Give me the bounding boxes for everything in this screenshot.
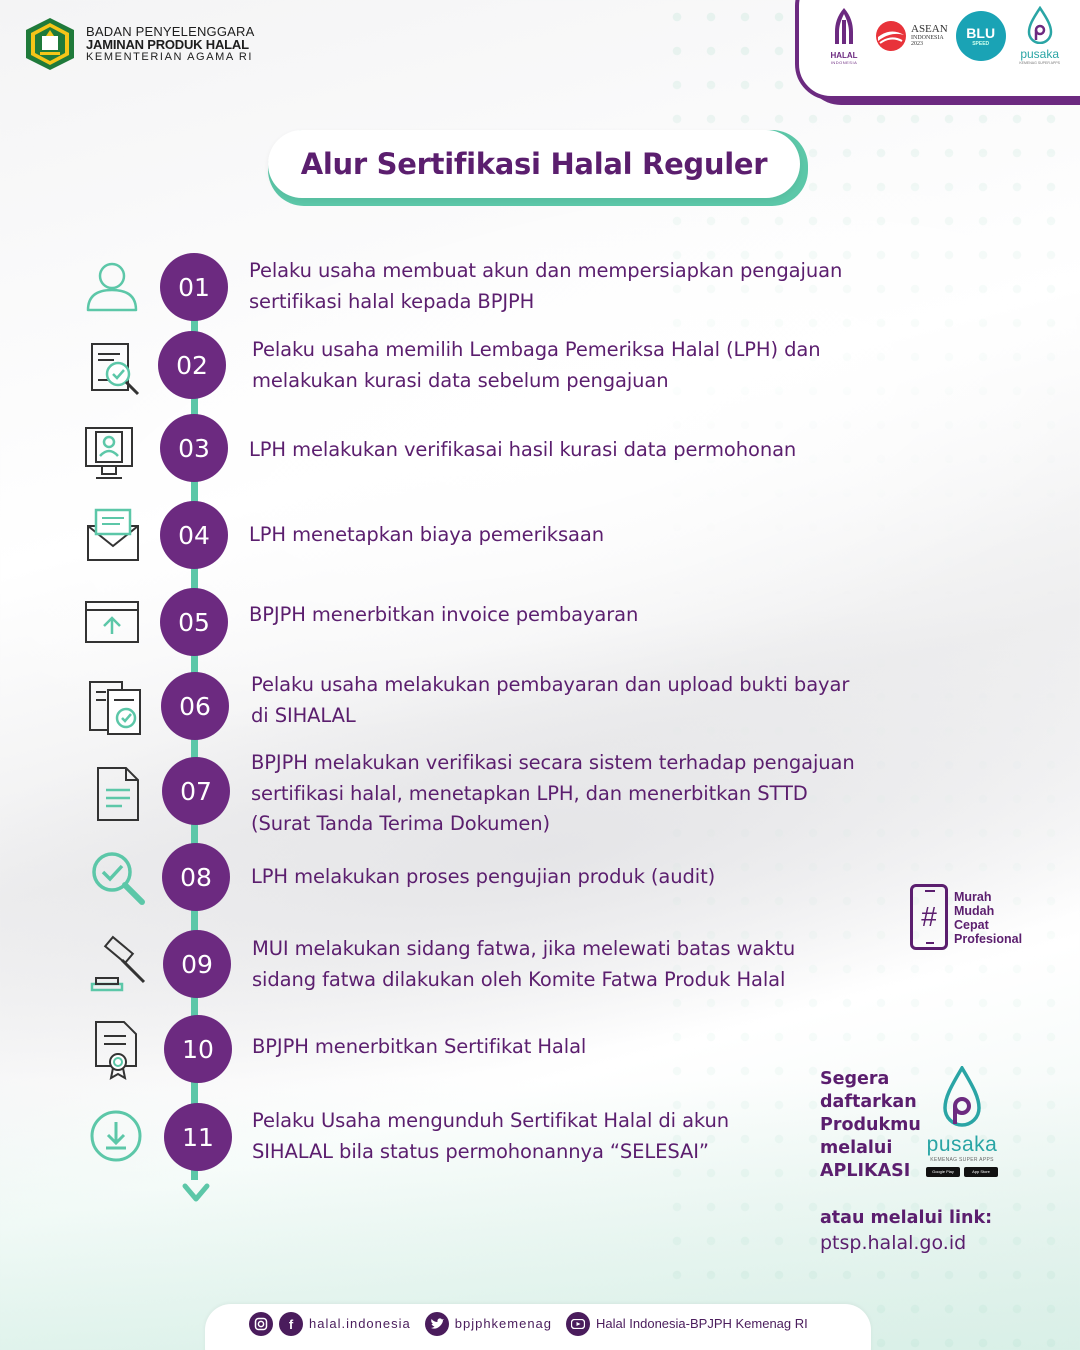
cta-text: Segera daftarkan Produkmu melalui APLIKA… [820, 1068, 921, 1183]
step-text-06: Pelaku usaha melakukan pembayaran dan up… [251, 673, 850, 727]
step-number-03: 03 [160, 414, 228, 482]
step-number-05: 05 [160, 588, 228, 656]
social-handle-1[interactable]: halal.indonesia [309, 1316, 411, 1331]
halal-caption: HALAL [830, 51, 858, 60]
pusaka-name: pusaka [1020, 47, 1060, 61]
cta-line-4: melalui [820, 1138, 893, 1158]
document-check-icon [89, 681, 141, 735]
document-search-icon [91, 343, 140, 396]
step-text-08: LPH melakukan proses pengujian produk (a… [251, 865, 716, 888]
brand-line-1: BADAN PENYELENGGARA [86, 23, 255, 39]
profile-verification-icon [85, 427, 133, 479]
step-text-11: Pelaku Usaha mengunduh Sertifikat Halal … [252, 1109, 730, 1163]
step-number-04: 04 [160, 501, 228, 569]
step-text-02: Pelaku usaha memilih Lembaga Pemeriksa H… [252, 338, 821, 392]
cta-line-5: APLIKASI [820, 1161, 911, 1181]
pusaka-app-logo[interactable]: pusaka KEMENAG SUPER APPS Google Play Ap… [922, 1064, 1002, 1177]
step-number-01: 01 [160, 253, 228, 321]
certificate-icon [95, 1021, 137, 1080]
social-footer: f halal.indonesia bpjphkemenag Halal Ind… [205, 1304, 871, 1350]
google-play-badge[interactable]: Google Play [926, 1167, 960, 1177]
blu-text: BLU [966, 24, 996, 41]
asean-sub: INDONESIA [911, 35, 944, 41]
halal-indonesia-logo: HALAL INDONESIA [822, 6, 866, 65]
pusaka-logo: pusaka KEMENAG SUPER APPS [1014, 5, 1066, 65]
cta-line-1: Segera [820, 1069, 890, 1089]
asean-2023-logo: ASEAN INDONESIA 2023 [874, 19, 948, 53]
pusaka-sub: KEMENAG SUPER APPS [1019, 61, 1060, 65]
cta-line-3: Produkmu [820, 1115, 921, 1135]
timeline-arrow-icon [182, 1183, 210, 1202]
step-number-07: 07 [162, 757, 230, 825]
step-text-09: MUI melakukan sidang fatwa, jika melewat… [252, 937, 796, 991]
tag-murah: Murah [954, 890, 992, 904]
upload-window-icon [85, 601, 139, 643]
document-icon [97, 767, 139, 821]
tag-mudah: Mudah [954, 904, 995, 918]
page-title: Alur Sertifikasi Halal Reguler [300, 147, 768, 181]
step-text-05: BPJPH menerbitkan invoice pembayaran [249, 603, 639, 626]
brand-line-3: KEMENTERIAN AGAMA RI [86, 50, 254, 63]
step-number-02: 02 [158, 331, 226, 399]
title-pill: Alur Sertifikasi Halal Reguler [268, 130, 800, 198]
link-url[interactable]: ptsp.halal.go.id [820, 1232, 967, 1254]
blu-speed-logo: BLU SPEED [955, 10, 1006, 61]
step-text-07: BPJPH melakukan verifikasi secara sistem… [251, 751, 855, 835]
instagram-icon[interactable] [249, 1312, 273, 1336]
blu-sub: SPEED [972, 40, 990, 47]
brand-header: BADAN PENYELENGGARA JAMINAN PRODUK HALAL… [22, 16, 255, 72]
pusaka-app-sub: KEMENAG SUPER APPS [930, 1157, 994, 1163]
halal-sub: INDONESIA [830, 60, 858, 65]
asean-title: ASEAN [911, 23, 948, 35]
tag-cepat: Cepat [954, 918, 989, 932]
pusaka-app-icon [943, 1064, 981, 1127]
step-number-09: 09 [163, 930, 231, 998]
partner-logos: HALAL INDONESIA ASEAN INDONESIA 2023 BLU… [822, 5, 1066, 65]
youtube-icon[interactable] [566, 1312, 591, 1336]
step-number-11: 11 [164, 1103, 232, 1171]
tag-profesional: Profesional [954, 932, 1023, 946]
step-text-01: Pelaku usaha membuat akun dan mempersiap… [249, 259, 843, 313]
step-number-06: 06 [161, 672, 229, 740]
magnifier-check-icon [92, 852, 145, 905]
asean-year: 2023 [911, 41, 923, 47]
social-handle-2[interactable]: bpjphkemenag [454, 1316, 553, 1331]
step-text-04: LPH menetapkan biaya pemeriksaan [249, 523, 605, 546]
invoice-envelope-icon [87, 508, 139, 561]
brand-line-2: JAMINAN PRODUK HALAL [86, 37, 249, 53]
pusaka-drop-icon [1027, 5, 1052, 45]
social-handle-3[interactable]: Halal Indonesia-BPJPH Kemenag RI [596, 1316, 808, 1331]
kemenag-emblem-icon [26, 18, 74, 70]
link-label: atau melalui link: [820, 1208, 993, 1228]
step-text-10: BPJPH menerbitkan Sertifikat Halal [252, 1035, 587, 1058]
app-store-badge[interactable]: App Store [964, 1167, 998, 1177]
cta-line-2: daftarkan [820, 1092, 917, 1112]
pusaka-app-name: pusaka [926, 1133, 998, 1156]
twitter-icon[interactable] [424, 1312, 449, 1336]
gavel-icon [90, 935, 146, 992]
step-number-10: 10 [164, 1015, 232, 1083]
asean-swoosh-icon [876, 20, 906, 51]
timeline-line [191, 300, 198, 1180]
download-icon [90, 1110, 142, 1162]
step-number-08: 08 [162, 843, 230, 911]
value-tags-block: # Murah Mudah Cepat Profesional [910, 884, 1040, 954]
step-text-03: LPH melakukan verifikasai hasil kurasi d… [249, 438, 797, 461]
facebook-icon[interactable]: f [279, 1312, 303, 1336]
phone-hashtag-icon: # [910, 884, 948, 950]
user-icon [86, 262, 138, 312]
halal-logo-icon [835, 8, 853, 44]
